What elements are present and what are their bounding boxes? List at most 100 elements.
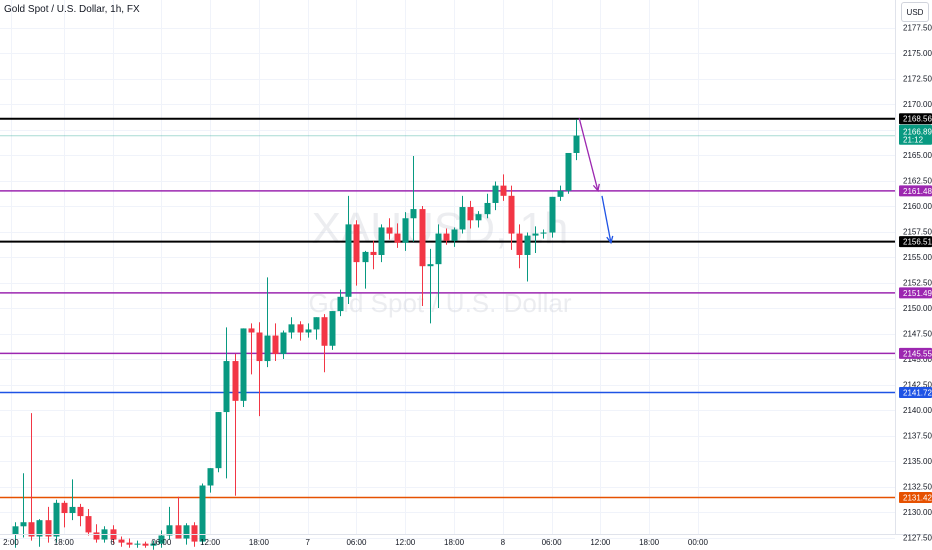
candle-body: [378, 227, 385, 255]
time-tick-label: 18:00: [639, 538, 660, 547]
candle-body: [484, 202, 491, 215]
candle-body: [329, 311, 336, 346]
candle-body: [69, 506, 76, 514]
time-tick-label: 06:00: [542, 538, 563, 547]
candle-body: [370, 251, 377, 255]
projection-arrows: [578, 118, 614, 245]
candle-body: [549, 196, 556, 233]
time-tick-label: 7: [305, 538, 310, 547]
candle-body: [508, 195, 515, 234]
time-tick-label: 18:00: [444, 538, 465, 547]
price-tick-label: 2170.00: [903, 100, 932, 109]
candle-body: [199, 485, 206, 542]
projection-line: [578, 118, 599, 191]
candle-body: [402, 218, 409, 243]
time-tick-label: 8: [501, 538, 506, 547]
candle-body: [215, 412, 222, 469]
time-tick-label: 12:00: [395, 538, 416, 547]
candle-body: [467, 207, 474, 221]
price-tick-label: 2175.00: [903, 49, 932, 58]
candlesticks: [12, 119, 580, 550]
candle-body: [524, 235, 531, 255]
price-tick-label: 2130.00: [903, 508, 932, 517]
currency-button[interactable]: USD: [901, 2, 929, 22]
time-tick-label: 00:00: [688, 538, 709, 547]
time-tick-label: 18:00: [54, 538, 75, 547]
candle-body: [20, 522, 27, 527]
candle-body: [345, 224, 352, 297]
candle-body: [337, 296, 344, 312]
candle-body: [191, 525, 198, 542]
price-tick-label: 2135.00: [903, 457, 932, 466]
candle-body: [427, 264, 434, 267]
current-price-label: 2166.89: [903, 128, 932, 137]
candle-body: [573, 135, 580, 153]
candle-body: [77, 506, 84, 517]
price-axis[interactable]: 2127.50 2130.00 2132.50 2135.00 2137.50 2140.…: [903, 24, 932, 543]
level-price-label-bg: [899, 236, 932, 248]
candle-body: [175, 525, 182, 539]
price-axis-labels: 2168.56 2161.48 2156.51 2151.49 2145.55 2141.…: [899, 113, 932, 504]
candle-body: [36, 520, 43, 537]
candle-body: [85, 516, 92, 533]
price-tick-label: 2140.00: [903, 406, 932, 415]
candle-body: [166, 525, 173, 536]
candle-body: [394, 233, 401, 243]
level-price-label: 2131.42: [903, 494, 932, 503]
candle-body: [297, 324, 304, 333]
candle-body: [321, 317, 328, 346]
candle-body: [150, 543, 157, 546]
candle-body: [500, 185, 507, 196]
candle-body: [28, 522, 35, 537]
level-price-label: 2141.72: [903, 388, 932, 397]
level-price-label: 2151.49: [903, 289, 932, 298]
candle-body: [223, 361, 230, 413]
candle-body: [305, 329, 312, 333]
candle-body: [557, 190, 564, 197]
candle-body: [313, 317, 320, 330]
candle-body: [362, 251, 369, 263]
candle-body: [207, 468, 214, 486]
candle-body: [53, 502, 60, 537]
price-tick-label: 2150.00: [903, 304, 932, 313]
price-tick-label: 2162.50: [903, 177, 932, 186]
candle-body: [61, 502, 68, 514]
price-tick-label: 2157.50: [903, 228, 932, 237]
price-tick-label: 2152.50: [903, 279, 932, 288]
candle-body: [492, 185, 499, 203]
price-tick-label: 2147.50: [903, 330, 932, 339]
candle-body: [93, 532, 100, 540]
candle-body: [443, 233, 450, 241]
candle-body: [264, 335, 271, 362]
candle-body: [158, 535, 165, 544]
level-price-label-bg: [899, 287, 932, 299]
price-tick-label: 2127.50: [903, 534, 932, 543]
level-price-label: 2156.51: [903, 238, 932, 247]
bar-countdown-label: 21:12: [903, 136, 924, 145]
level-price-label: 2161.48: [903, 187, 932, 196]
candle-body: [435, 233, 442, 265]
price-tick-label: 2160.00: [903, 202, 932, 211]
level-price-label: 2168.56: [903, 115, 932, 124]
time-tick-label: 18:00: [249, 538, 270, 547]
level-price-label-bg: [899, 386, 932, 398]
time-tick-label: 6: [110, 538, 115, 547]
current-price-label-bg: [899, 124, 932, 145]
candle-body: [126, 542, 133, 545]
candle-body: [288, 324, 295, 333]
level-price-label-bg: [899, 113, 932, 125]
time-tick-label: 12:00: [200, 538, 221, 547]
level-price-label: 2145.55: [903, 349, 932, 358]
price-tick-label: 2155.00: [903, 253, 932, 262]
candle-body: [419, 209, 426, 267]
price-tick-label: 2145.00: [903, 355, 932, 364]
price-tick-label: 2132.50: [903, 483, 932, 492]
candle-body: [280, 332, 287, 354]
candle-body: [459, 207, 466, 230]
candle-body: [475, 214, 482, 221]
candle-body: [232, 361, 239, 401]
candle-body: [272, 335, 279, 354]
candle-body: [240, 328, 247, 401]
time-axis[interactable]: 2:00 18:00 6 06:00 12:00 18:00 7 06:00 12:00 18:0…: [3, 538, 708, 547]
